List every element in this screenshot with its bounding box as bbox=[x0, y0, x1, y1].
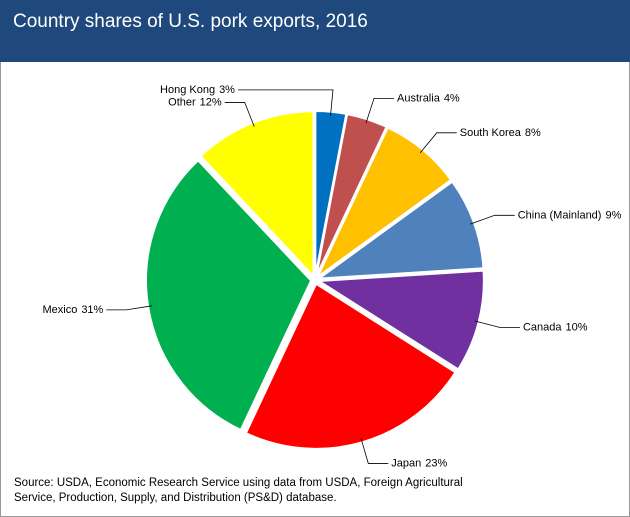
value-label: 9% bbox=[605, 209, 621, 221]
category-label: Hong Kong bbox=[160, 84, 215, 96]
category-label: Other bbox=[168, 96, 196, 108]
slice-label: South Korea 8% bbox=[460, 127, 541, 139]
header-bar bbox=[0, 0, 630, 62]
source-note: Source: USDA, Economic Research Service … bbox=[14, 477, 463, 504]
slice-label: Australia 4% bbox=[397, 92, 460, 104]
value-label: 31% bbox=[81, 304, 103, 316]
category-label: Australia bbox=[397, 92, 441, 104]
value-label: 10% bbox=[566, 321, 588, 333]
leader-line bbox=[224, 102, 255, 127]
leader-line bbox=[237, 89, 334, 116]
value-label: 12% bbox=[200, 96, 222, 108]
leader-line bbox=[474, 320, 520, 328]
value-label: 8% bbox=[525, 127, 541, 139]
category-label: China (Mainland) bbox=[518, 209, 602, 221]
slice-label: Mexico 31% bbox=[42, 304, 103, 316]
category-label: Mexico bbox=[42, 304, 77, 316]
slice-label: China (Mainland) 9% bbox=[518, 209, 622, 221]
slice-label: Hong Kong 3% bbox=[160, 84, 235, 96]
slice-label: Other 12% bbox=[168, 96, 222, 108]
leader-line bbox=[106, 305, 153, 311]
leader-line bbox=[470, 214, 515, 225]
leader-line bbox=[419, 132, 457, 154]
leader-line bbox=[360, 438, 389, 464]
category-label: Canada bbox=[523, 321, 562, 333]
slice-label: Japan 23% bbox=[391, 457, 447, 469]
slice-label: Canada 10% bbox=[523, 321, 588, 333]
chart-title: Country shares of U.S. pork exports, 201… bbox=[13, 11, 368, 32]
value-label: 3% bbox=[219, 84, 235, 96]
value-label: 4% bbox=[444, 92, 460, 104]
category-label: South Korea bbox=[460, 127, 522, 139]
category-label: Japan bbox=[391, 457, 421, 469]
leader-line bbox=[365, 97, 395, 124]
value-label: 23% bbox=[425, 457, 447, 469]
